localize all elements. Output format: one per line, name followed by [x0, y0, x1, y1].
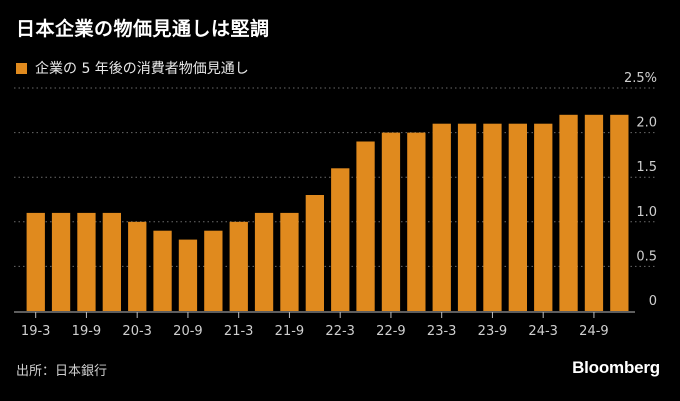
bar-23-9: [483, 123, 502, 311]
bar-22-6: [356, 141, 375, 311]
x-tick-label: 19-3: [21, 324, 51, 339]
legend-label: 企業の 5 年後の消費者物価見通し: [35, 61, 249, 77]
source-note: 出所：日本銀行: [16, 364, 108, 379]
y-tick-label: 0: [649, 294, 657, 309]
bar-24-6: [559, 114, 578, 311]
bar-21-9: [280, 212, 299, 311]
y-tick-label: 1.0: [636, 205, 657, 220]
x-tick-label: 20-3: [122, 324, 152, 339]
x-tick-label: 21-3: [224, 324, 254, 339]
bar-20-12: [204, 230, 223, 311]
x-tick-label: 23-9: [478, 324, 508, 339]
bar-22-12: [407, 132, 426, 311]
x-tick-label: 22-3: [325, 324, 355, 339]
bar-24-9: [584, 114, 604, 311]
x-tick-label: 22-9: [376, 324, 406, 339]
bar-20-9: [178, 239, 198, 311]
y-tick-label: 2.5%: [624, 71, 657, 86]
bar-24-3: [534, 123, 553, 311]
bar-22-9: [381, 132, 401, 311]
bar-21-6: [254, 212, 274, 311]
bar-22-3: [331, 168, 350, 311]
x-tick-label: 19-9: [72, 324, 102, 339]
legend-swatch: [16, 62, 27, 74]
bar-23-3: [432, 123, 451, 311]
bar-23-12: [508, 123, 527, 311]
x-tick-label: 23-3: [427, 324, 457, 339]
legend: 企業の 5 年後の消費者物価見通し: [16, 58, 249, 78]
bar-20-3: [128, 221, 147, 311]
bloomberg-logo: Bloomberg: [572, 358, 660, 377]
x-tick-label: 20-9: [173, 324, 203, 339]
axes: 0 0.5 1.0 1.5 2.0 2.5% 19-3 19-9 20-3 20-9 21-3 21-…: [14, 71, 657, 339]
bar-23-6: [457, 123, 477, 311]
bar-21-12: [305, 195, 324, 311]
bar-24-12: [610, 114, 629, 311]
chart-title: 日本企業の物価見通しは堅調: [16, 18, 270, 40]
bar-19-3: [26, 212, 45, 311]
bar-19-12: [102, 212, 121, 311]
x-tick-label: 24-3: [528, 324, 558, 339]
y-tick-label: 1.5: [636, 160, 657, 175]
y-tick-label: 0.5: [636, 249, 657, 264]
bar-21-3: [229, 221, 248, 311]
bars: [26, 114, 629, 311]
x-tick-label: 21-9: [275, 324, 305, 339]
bar-19-9: [77, 212, 96, 311]
x-tick-label: 24-9: [579, 324, 609, 339]
y-tick-label: 2.0: [636, 116, 657, 131]
bar-19-6: [51, 212, 71, 311]
bar-20-6: [153, 230, 172, 311]
